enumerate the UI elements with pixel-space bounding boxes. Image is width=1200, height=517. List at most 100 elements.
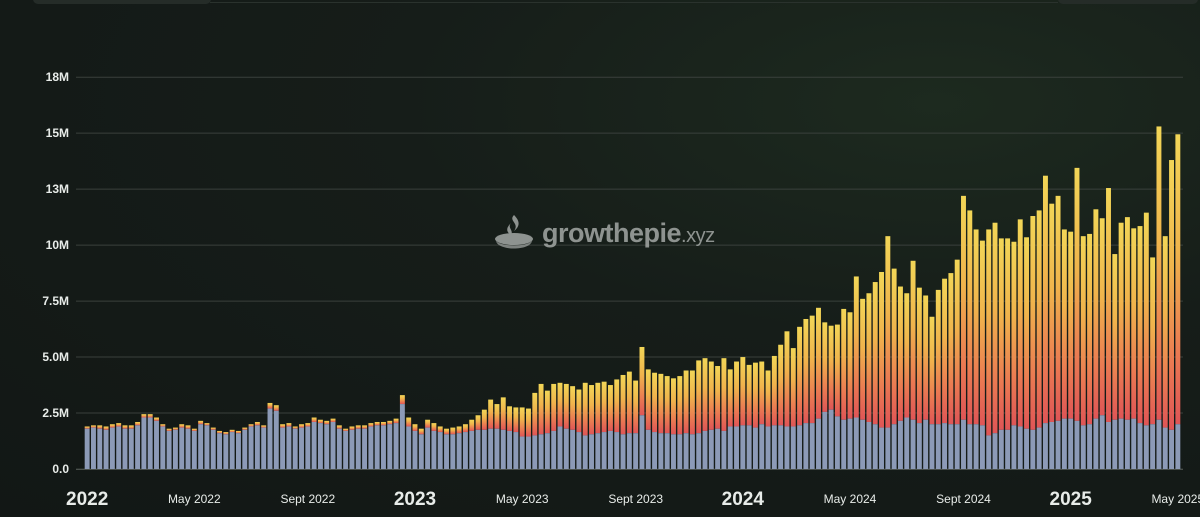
bar-stack <box>828 325 834 469</box>
x-tick-label-month: May 2022 <box>168 492 221 506</box>
bar-segment-base <box>343 430 349 469</box>
bar-stack <box>626 371 632 469</box>
bar-stack <box>885 236 891 469</box>
bar-segment-top <box>236 430 241 434</box>
bar-segment-base <box>1175 424 1181 469</box>
bar-segment-base <box>923 419 929 469</box>
bar-segment-base <box>116 426 122 469</box>
bar-segment-base <box>576 432 582 469</box>
bar-stack <box>166 428 172 469</box>
bar-stack <box>1036 210 1042 469</box>
bar-segment-top <box>841 308 847 420</box>
bar-stack <box>576 389 582 469</box>
bar-segment-top <box>702 358 708 431</box>
bar-stack <box>431 423 437 469</box>
top-panel-right <box>1058 0 1198 4</box>
bar-stack <box>1106 188 1111 469</box>
bar-segment-base <box>973 424 979 469</box>
bar-segment-top <box>103 426 109 430</box>
bar-stack <box>425 419 431 469</box>
bar-segment-base <box>437 432 443 469</box>
bar-segment-top <box>633 380 639 434</box>
bar-segment-base <box>942 423 948 469</box>
bar-segment-top <box>664 376 670 434</box>
bar-segment-base <box>671 434 676 469</box>
top-divider <box>210 2 1058 3</box>
bar-segment-top <box>872 282 878 425</box>
bar-stack <box>91 425 96 469</box>
bar-segment-top <box>897 286 903 421</box>
bar-segment-base <box>1030 429 1036 469</box>
bar-stack <box>992 222 998 469</box>
top-panel-left <box>33 0 211 4</box>
bar-segment-top <box>677 376 683 435</box>
bar-segment-base <box>172 429 178 469</box>
bar-segment-base <box>904 417 910 469</box>
bar-segment-top <box>721 358 727 431</box>
bar-segment-base <box>557 426 563 469</box>
bar-segment-base <box>299 427 304 469</box>
bar-segment-base <box>866 421 872 469</box>
bar-stack <box>519 407 525 469</box>
bar-segment-top <box>431 423 437 431</box>
bar-segment-base <box>1024 428 1029 469</box>
bar-segment-base <box>450 434 456 469</box>
bar-segment-top <box>513 407 519 433</box>
bar-segment-base <box>771 425 777 469</box>
bar-stack <box>601 381 607 469</box>
bar-stack <box>1169 160 1174 469</box>
x-tick-label-year: 2023 <box>394 489 436 510</box>
bar-segment-top <box>399 395 405 405</box>
bar-segment-top <box>355 425 361 429</box>
bar-segment-top <box>267 402 273 409</box>
bar-stack <box>103 426 109 469</box>
bar-stack <box>412 424 418 469</box>
bar-segment-top <box>229 429 235 433</box>
bar-stack <box>1087 233 1093 469</box>
pie-logo-icon <box>495 215 533 249</box>
bar-segment-top <box>834 324 840 417</box>
bar-stack <box>860 298 866 469</box>
bar-stack <box>683 370 689 469</box>
bar-segment-top <box>273 405 279 411</box>
bar-segment-top <box>1162 236 1168 428</box>
bar-stack <box>538 383 544 469</box>
bar-segment-base <box>135 425 141 469</box>
bar-segment-base <box>444 434 449 469</box>
bar-stack <box>172 427 178 469</box>
bar-stack <box>935 289 941 469</box>
bar-stack <box>254 421 260 469</box>
bar-stack <box>582 382 588 469</box>
bar-stack <box>147 414 153 469</box>
x-tick-label-month: Sept 2023 <box>608 492 663 506</box>
bar-stack <box>355 425 361 469</box>
bar-segment-base <box>589 434 594 469</box>
bar-stack <box>513 407 519 469</box>
bar-segment-base <box>929 424 935 469</box>
bar-segment-top <box>620 374 626 435</box>
bar-segment-base <box>1099 415 1105 469</box>
bar-segment-base <box>1162 427 1168 469</box>
bar-segment-base <box>286 426 292 469</box>
bar-segment-base <box>1118 418 1124 470</box>
y-tick-label: 13M <box>46 182 69 196</box>
bar-segment-base <box>109 427 115 469</box>
bar-segment-top <box>444 428 449 435</box>
bar-stack <box>1118 222 1124 470</box>
bar-segment-top <box>1175 134 1181 425</box>
bar-segment-top <box>128 425 134 429</box>
bar-segment-top <box>387 420 393 425</box>
bar-segment-top <box>1137 226 1143 424</box>
bar-segment-top <box>847 312 853 419</box>
bar-segment-top <box>172 427 178 430</box>
bar-segment-top <box>683 370 689 434</box>
bar-stack <box>973 229 979 469</box>
bar-segment-top <box>891 268 897 425</box>
bar-segment-base <box>236 433 241 469</box>
bar-segment-top <box>261 425 267 428</box>
bar-segment-top <box>1042 175 1048 424</box>
bar-segment-top <box>1036 210 1042 428</box>
bar-segment-top <box>910 260 916 420</box>
bar-stack <box>437 426 443 469</box>
bar-segment-top <box>639 346 645 416</box>
